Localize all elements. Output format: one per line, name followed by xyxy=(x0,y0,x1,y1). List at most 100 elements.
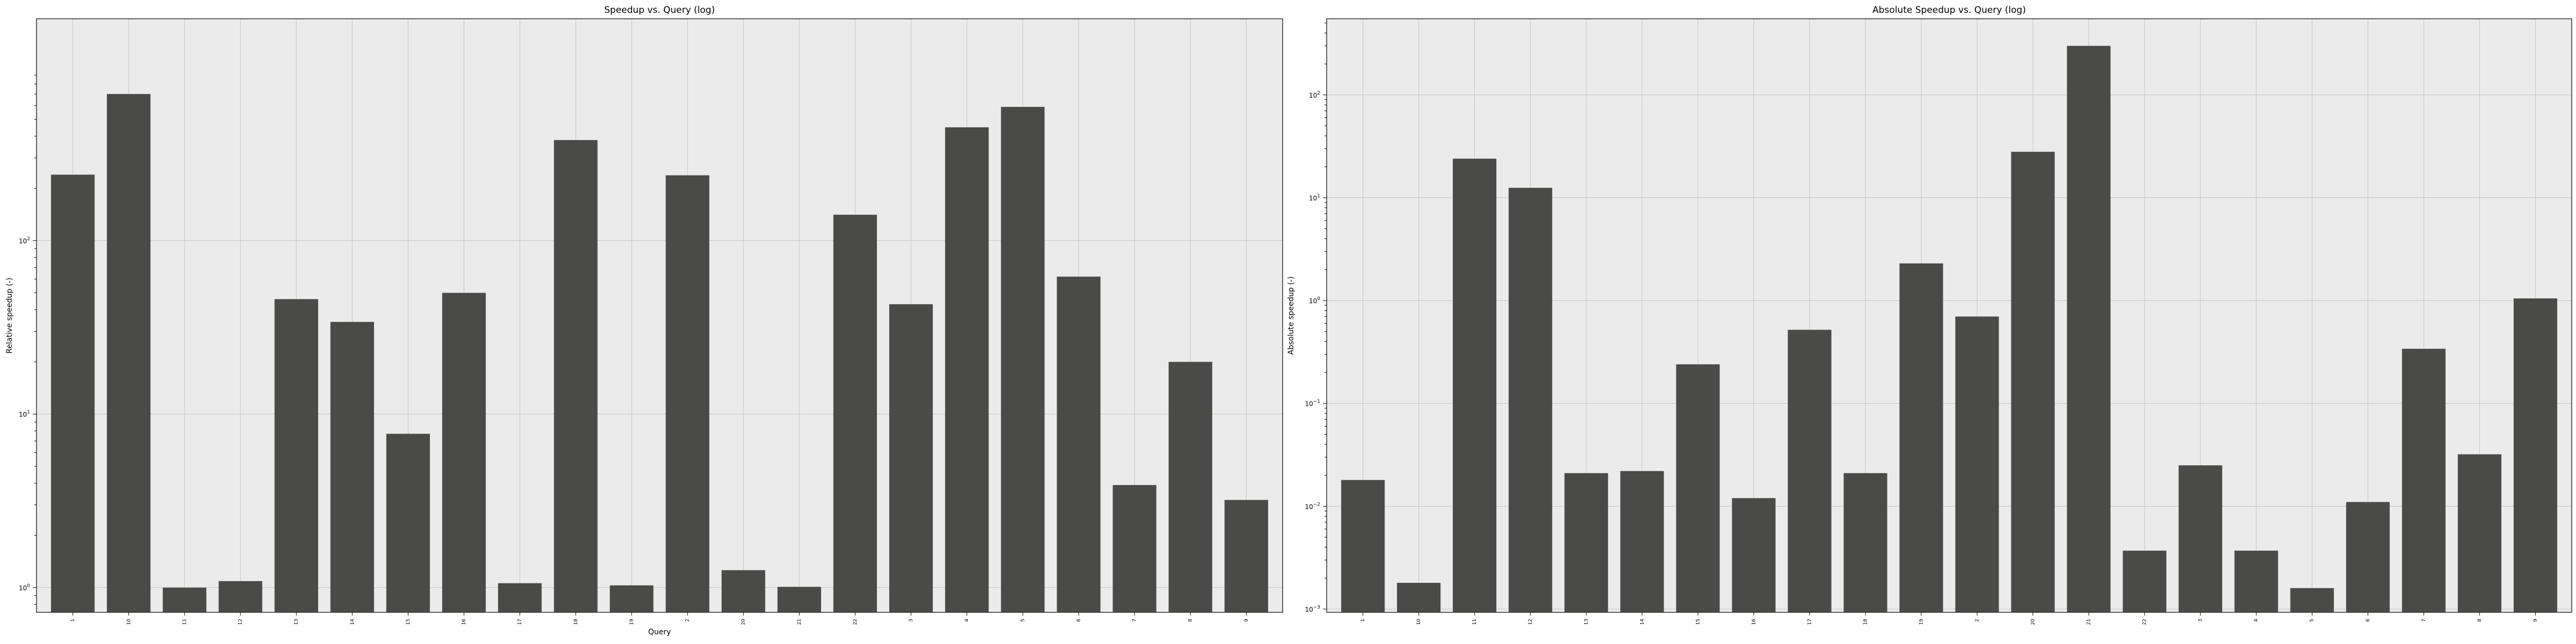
x-tick-label: 6 xyxy=(2366,619,2371,622)
x-tick-label: 4 xyxy=(964,619,970,622)
bar-query-6 xyxy=(2346,502,2390,612)
bar-query-22 xyxy=(833,215,877,612)
x-tick-label: 17 xyxy=(517,619,523,625)
bar-query-1 xyxy=(1341,480,1385,612)
bar-query-10 xyxy=(107,94,151,613)
bar-query-5 xyxy=(2290,588,2334,612)
x-tick-label: 19 xyxy=(629,619,634,625)
x-tick-label: 21 xyxy=(797,619,802,625)
bar-query-13 xyxy=(274,299,318,612)
x-tick-label: 18 xyxy=(1863,619,1868,625)
bar-query-19 xyxy=(1899,263,1943,612)
x-axis-label: Query xyxy=(648,628,671,636)
bar-query-9 xyxy=(1224,500,1268,612)
chart-title: Speedup vs. Query (log) xyxy=(604,5,715,16)
bar-query-21 xyxy=(777,587,821,612)
bar-query-10 xyxy=(1397,583,1441,612)
x-tick-label: 4 xyxy=(2254,619,2259,622)
bar-query-20 xyxy=(721,570,765,612)
x-tick-label: 10 xyxy=(1416,619,1422,625)
y-tick-label: 101 xyxy=(19,410,30,419)
y-tick-label: 10−2 xyxy=(1305,502,1320,510)
x-tick-label: 15 xyxy=(1695,619,1701,625)
bar-query-2 xyxy=(665,175,709,612)
x-tick-label: 14 xyxy=(350,619,355,625)
bar-query-12 xyxy=(218,581,262,612)
bar-query-1 xyxy=(51,174,95,612)
x-tick-label: 22 xyxy=(853,619,858,625)
x-tick-label: 10 xyxy=(126,619,131,625)
x-tick-label: 12 xyxy=(238,619,244,625)
y-tick-label: 10−3 xyxy=(1305,605,1320,613)
bar-query-12 xyxy=(1509,187,1553,612)
x-tick-label: 12 xyxy=(1528,619,1533,625)
x-tick-label: 8 xyxy=(1188,619,1194,622)
bar-query-7 xyxy=(2402,348,2446,612)
bar-query-16 xyxy=(1732,498,1776,612)
x-tick-label: 2 xyxy=(1975,619,1980,622)
x-tick-label: 9 xyxy=(1244,619,1249,622)
chart-title: Absolute Speedup vs. Query (log) xyxy=(1872,5,2026,16)
chart-2: 10−3 10−2 10−1 100 101 102 1 10 11 12 13 14 15 16 17 18… xyxy=(1287,5,2572,625)
bar-query-7 xyxy=(1113,485,1157,612)
x-tick-label: 1 xyxy=(70,619,76,622)
x-tick-label: 9 xyxy=(2533,619,2538,622)
bar-query-4 xyxy=(945,127,989,613)
bar-query-3 xyxy=(2178,465,2222,612)
x-tick-label: 11 xyxy=(182,619,187,625)
bar-query-17 xyxy=(498,583,542,612)
x-tick-label: 2 xyxy=(685,619,691,622)
chart-1: 100 101 102 1 10 11 12 13 14 15 16 17 18 19 2 20 21 22 3 4 5… xyxy=(5,5,1283,636)
x-tick-label: 14 xyxy=(1640,619,1645,625)
y-tick-label: 100 xyxy=(19,583,30,592)
x-tick-label: 7 xyxy=(2421,619,2427,622)
bar-query-2 xyxy=(1955,316,1999,612)
bar-query-5 xyxy=(1001,107,1045,613)
bar-query-20 xyxy=(2011,151,2055,612)
y-tick-label: 102 xyxy=(19,236,30,245)
bar-query-15 xyxy=(1676,364,1720,612)
plot-frame xyxy=(1326,18,2572,613)
bar-query-11 xyxy=(163,587,207,612)
bar-query-4 xyxy=(2234,551,2278,612)
bar-query-21 xyxy=(2067,46,2111,612)
bar-query-19 xyxy=(610,585,654,612)
x-tick-label: 5 xyxy=(1020,619,1026,622)
y-tick-label: 101 xyxy=(1309,193,1320,202)
x-tick-label: 16 xyxy=(1751,619,1757,625)
bar-query-22 xyxy=(2123,551,2167,612)
y-tick-label: 102 xyxy=(1309,91,1320,99)
x-tick-label: 11 xyxy=(1472,619,1477,625)
bar-query-14 xyxy=(1620,471,1664,612)
x-tick-label: 20 xyxy=(2031,619,2036,625)
x-tick-label: 3 xyxy=(909,619,914,622)
x-tick-label: 18 xyxy=(573,619,579,625)
bar-query-8 xyxy=(1168,362,1212,612)
y-axis-label: Relative speedup (-) xyxy=(5,277,14,353)
bar-query-16 xyxy=(442,292,486,612)
x-tick-label: 7 xyxy=(1132,619,1138,622)
bar-query-18 xyxy=(554,140,598,613)
bar-query-6 xyxy=(1057,276,1101,612)
bar-query-9 xyxy=(2513,298,2557,612)
x-tick-label: 6 xyxy=(1076,619,1081,622)
x-tick-label: 13 xyxy=(1584,619,1589,625)
bar-query-8 xyxy=(2457,454,2501,612)
plot-frame xyxy=(36,18,1283,613)
x-tick-label: 16 xyxy=(462,619,467,625)
bar-query-18 xyxy=(1843,473,1887,612)
y-tick-label: 100 xyxy=(1309,296,1320,305)
x-tick-label: 22 xyxy=(2142,619,2148,625)
x-tick-label: 8 xyxy=(2477,619,2483,622)
bar-query-13 xyxy=(1564,473,1608,612)
y-tick-label: 10−1 xyxy=(1305,399,1320,408)
x-tick-label: 15 xyxy=(406,619,411,625)
bar-query-3 xyxy=(889,304,933,612)
y-axis-label: Absolute speedup (-) xyxy=(1287,276,1296,355)
x-tick-label: 20 xyxy=(741,619,747,625)
x-tick-label: 13 xyxy=(294,619,299,625)
bar-query-15 xyxy=(386,434,430,612)
x-tick-label: 17 xyxy=(1807,619,1812,625)
bar-query-14 xyxy=(330,321,374,612)
